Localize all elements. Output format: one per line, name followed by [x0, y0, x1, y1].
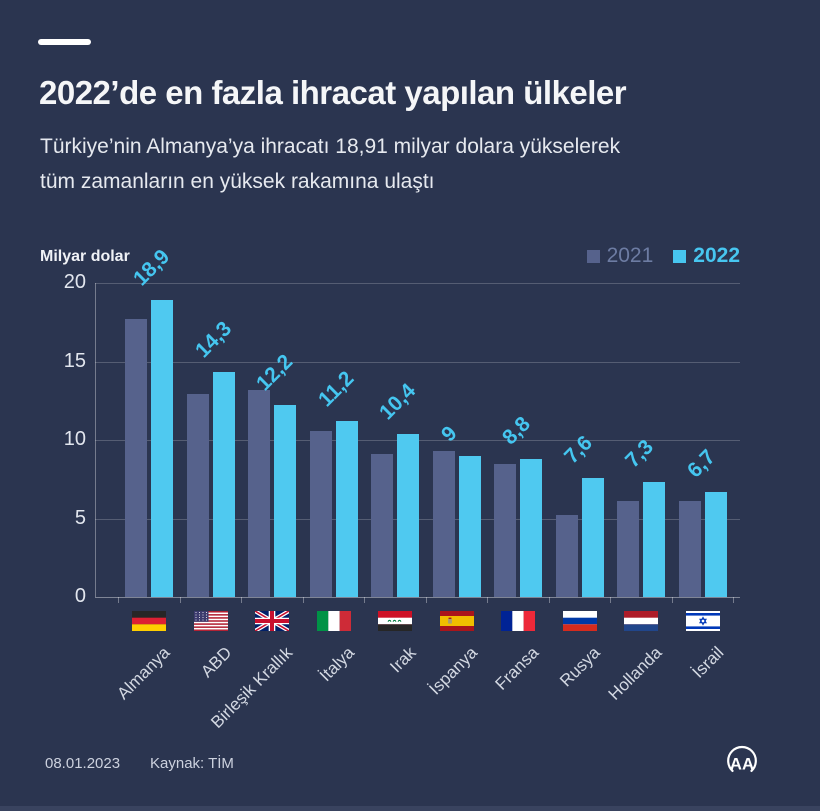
value-label-2022-fransa: 8,8 [498, 412, 535, 450]
x-category-label-hollanda: Hollanda [604, 643, 666, 704]
x-axis-tick [118, 597, 120, 603]
bar-2022-i-talya [335, 421, 358, 597]
x-axis-tick [241, 597, 243, 603]
anadolu-agency-logo: AA [726, 744, 758, 776]
bottom-strip [0, 806, 820, 811]
legend-item-2022: 2022 [673, 244, 740, 268]
bar-2022-birle-ik-krall-k [274, 405, 296, 597]
value-label-2022-i-spanya: 9 [436, 421, 462, 446]
x-category-label-i-spanya: İspanya [425, 643, 481, 699]
x-axis-tick [487, 597, 489, 603]
bar-2021-hollanda [617, 501, 639, 597]
bar-2021-i-talya [309, 430, 332, 597]
footer-source: Kaynak: TİM [150, 755, 234, 772]
bar-2022-irak [397, 433, 419, 597]
israel-flag-icon [685, 611, 720, 631]
footer-date: 08.01.2023 [45, 755, 121, 772]
bar-2021-i-spanya [432, 450, 455, 597]
y-tick-label-20: 20 [63, 271, 86, 293]
x-axis-tick [671, 597, 673, 603]
russia-flag-icon [562, 611, 597, 631]
x-category-label-abd: ABD [196, 643, 235, 682]
legend-swatch-2022 [673, 249, 687, 263]
gridline-20 [95, 283, 740, 284]
y-tick-label-5: 5 [74, 506, 86, 529]
value-label-2022-i-srail: 6,7 [682, 445, 720, 483]
bar-2022-hollanda [643, 482, 665, 597]
value-label-2022-i-talya: 11,2 [313, 367, 358, 412]
x-axis-line [95, 597, 740, 598]
page-title: 2022’de en fazla ihracat yapılan ülkeler [39, 74, 627, 111]
uk-flag-icon [255, 611, 289, 631]
netherlands-flag-icon [624, 611, 658, 631]
bar-2021-birle-ik-krall-k [248, 389, 270, 597]
y-tick-label-15: 15 [63, 349, 86, 372]
value-label-2022-almanya: 18,9 [129, 245, 175, 291]
bar-2022-abd [212, 372, 235, 597]
legend-label-2022: 2022 [693, 244, 740, 267]
bar-2021-almanya [125, 319, 147, 597]
bar-2021-fransa [494, 463, 516, 597]
germany-flag-icon [132, 611, 166, 631]
spain-flag-icon [439, 611, 474, 631]
x-category-label-almanya: Almanya [113, 643, 174, 704]
x-axis-tick [548, 597, 550, 603]
x-axis-tick [302, 597, 304, 603]
legend-swatch-2021 [586, 249, 600, 263]
x-category-label-rusya: Rusya [556, 643, 604, 691]
value-label-2022-hollanda: 7,3 [621, 435, 658, 473]
value-label-2022-rusya: 7,6 [559, 431, 597, 468]
value-label-2022-irak: 10,4 [375, 378, 421, 425]
x-axis-tick [425, 597, 427, 603]
bar-2021-rusya [555, 515, 578, 597]
subtitle-line-1: Türkiye’nin Almanya’ya ihracatı 18,91 mi… [40, 135, 621, 158]
bar-2022-i-spanya [458, 455, 481, 597]
y-axis-unit-label: Milyar dolar [40, 248, 130, 265]
bar-2022-almanya [151, 300, 173, 597]
legend-label-2021: 2021 [606, 244, 654, 267]
bar-2022-rusya [581, 477, 604, 597]
iraq-flag-icon [378, 611, 412, 631]
bar-2021-abd [186, 394, 209, 597]
y-axis-line [95, 283, 96, 597]
x-category-label-irak: Irak [385, 643, 420, 677]
chart-legend: 2021 2022 [586, 244, 740, 268]
y-tick-label-10: 10 [63, 428, 86, 450]
subtitle-line-2: tüm zamanların en yüksek rakamına ulaştı [40, 170, 435, 193]
svg-text:AA: AA [730, 754, 754, 773]
x-category-label-fransa: Fransa [491, 643, 543, 694]
page-subtitle: Türkiye’nin Almanya’ya ihracatı 18,91 mi… [40, 129, 720, 199]
x-axis-tick [733, 597, 735, 603]
gridline-15 [95, 361, 740, 363]
value-label-2022-abd: 14,3 [190, 317, 236, 363]
bar-2022-fransa [520, 458, 542, 597]
x-category-label-i-talya: İtalya [315, 643, 358, 686]
bar-2021-irak [371, 454, 393, 597]
bar-2021-i-srail [678, 501, 701, 597]
legend-item-2021: 2021 [586, 244, 654, 268]
usa-flag-icon [193, 611, 228, 631]
bar-2022-i-srail [704, 491, 727, 597]
x-axis-tick [610, 597, 612, 603]
accent-dash [38, 39, 91, 45]
france-flag-icon [501, 611, 535, 631]
italy-flag-icon [316, 611, 351, 631]
x-axis-tick [179, 597, 181, 603]
x-axis-tick [364, 597, 366, 603]
y-tick-label-0: 0 [74, 585, 86, 607]
x-category-label-i-srail: İsrail [688, 643, 727, 682]
